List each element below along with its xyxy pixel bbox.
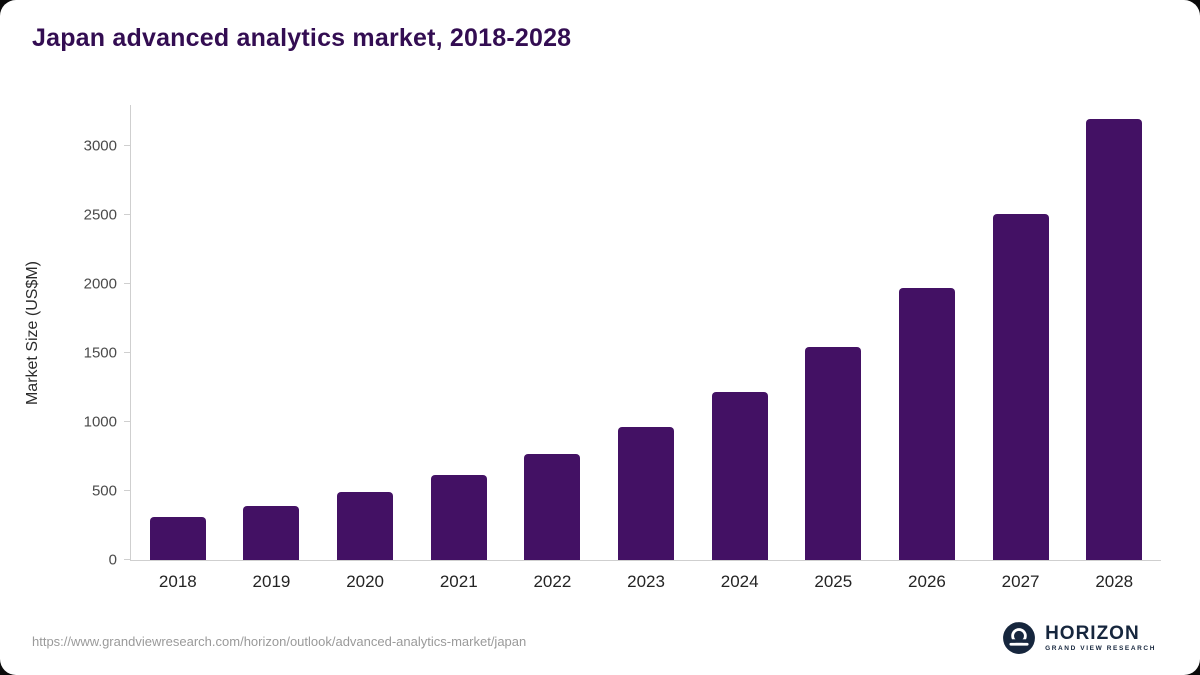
- y-tick-mark: [124, 214, 131, 216]
- page-title: Japan advanced analytics market, 2018-20…: [32, 24, 572, 52]
- y-tick-label: 1500: [83, 344, 117, 362]
- bar-cell: 2022: [506, 105, 600, 591]
- x-tick-label: 2022: [533, 572, 572, 591]
- x-tick-label: 2021: [439, 572, 478, 591]
- x-tick-label: 2020: [346, 572, 385, 591]
- y-tick-mark: [124, 559, 131, 560]
- bar: [337, 492, 394, 560]
- bar-cell: 2025: [786, 105, 880, 591]
- bar: [992, 213, 1049, 560]
- y-tick-label: 500: [91, 482, 117, 500]
- x-tick-label: 2027: [1001, 572, 1040, 591]
- x-tick-label: 2018: [158, 572, 197, 591]
- x-tick-label: 2024: [720, 572, 759, 591]
- bar-cell: 2027: [974, 105, 1068, 591]
- bar-cell: 2023: [599, 105, 693, 591]
- bar: [711, 391, 768, 560]
- y-tick-label: 3000: [83, 137, 117, 155]
- y-tick-label: 2000: [83, 275, 117, 293]
- x-tick-label: 2023: [627, 572, 665, 591]
- bar: [524, 453, 581, 560]
- y-tick-mark: [124, 283, 131, 285]
- bar: [898, 288, 955, 560]
- bar-cell: 2024: [693, 105, 787, 591]
- bar-cell: 2018: [131, 105, 225, 591]
- bar-cell: 2021: [412, 105, 506, 591]
- bars-container: 2018 2019 2020 2021 2022 2023 2024 2025 2026 2027…: [131, 105, 1161, 591]
- logo-subtitle: GRAND VIEW RESEARCH: [1045, 644, 1156, 652]
- bar: [243, 505, 300, 560]
- plot-area: 0 500 1000 1500 2000 2500 3000 2018 2019 2020 202…: [84, 105, 1161, 591]
- x-tick-label: 2019: [252, 572, 291, 591]
- x-tick-label: 2026: [908, 572, 946, 591]
- logo-name: HORIZON: [1045, 623, 1140, 645]
- horizon-logo-icon: [1003, 622, 1035, 654]
- x-tick-label: 2028: [1095, 572, 1134, 591]
- bar-cell: 2028: [1067, 105, 1161, 591]
- bar: [430, 475, 487, 560]
- bar: [1086, 118, 1143, 560]
- y-tick-mark: [124, 352, 131, 354]
- y-tick-mark: [124, 490, 131, 492]
- bar: [805, 346, 862, 560]
- y-tick-label: 0: [108, 551, 117, 569]
- logo-text: HORIZON GRAND VIEW RESEARCH: [1045, 624, 1156, 652]
- y-tick-label: 1000: [83, 413, 117, 431]
- y-tick-mark: [124, 421, 131, 423]
- y-tick-label: 2500: [83, 206, 117, 224]
- bar-cell: 2019: [225, 105, 319, 591]
- bar-cell: 2026: [880, 105, 974, 591]
- bar: [149, 516, 206, 560]
- source-url: https://www.grandviewresearch.com/horizo…: [32, 634, 527, 649]
- x-tick-label: 2025: [814, 572, 853, 591]
- y-axis-title: Market Size (US$M): [24, 260, 41, 405]
- bar-cell: 2020: [318, 105, 412, 591]
- horizon-logo: HORIZON GRAND VIEW RESEARCH: [1002, 621, 1156, 655]
- bar: [618, 426, 675, 560]
- y-tick-mark: [124, 145, 131, 147]
